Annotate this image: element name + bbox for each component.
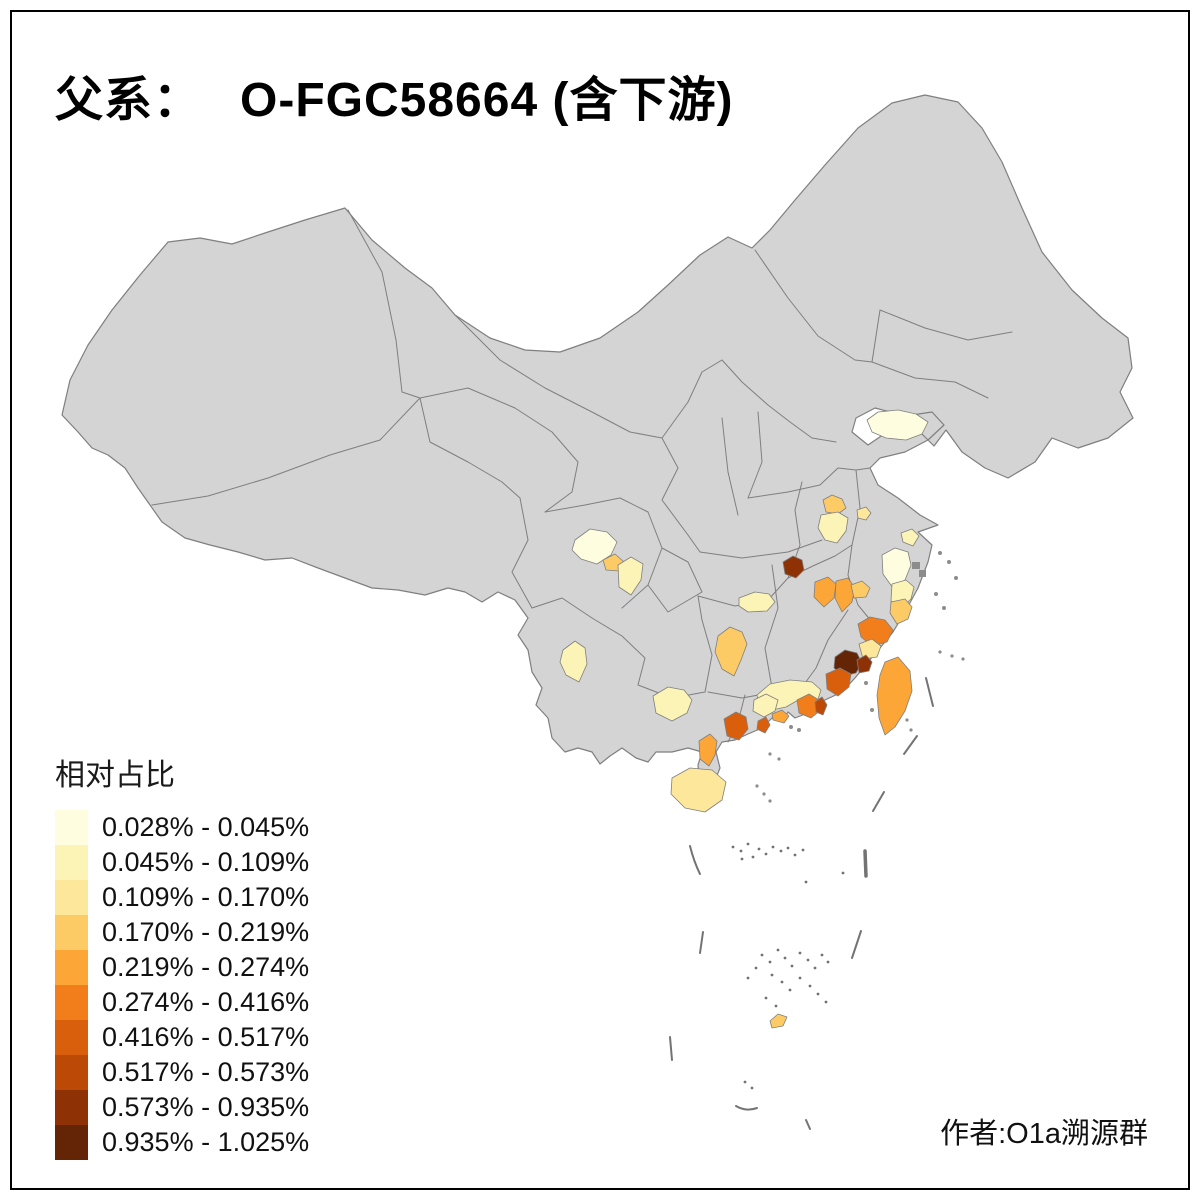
legend-swatch-6 [55, 985, 88, 1020]
region-shangrao-east [834, 577, 856, 613]
nine-dash-line [669, 677, 934, 1130]
region-suining-ziyang [617, 556, 644, 596]
region-yangjiang-maoming [723, 711, 749, 741]
region-jingdezhen [782, 555, 805, 579]
region-southern-hunan [714, 626, 748, 677]
sea-islets [731, 842, 845, 1090]
legend-swatch-8 [55, 1055, 88, 1090]
legend: 相对占比 0.028% - 0.045% 0.045% - 0.109% 0.109… [55, 750, 309, 1160]
legend-label-9: 0.573% - 0.935% [102, 1092, 310, 1122]
region-changsha-area [738, 591, 776, 613]
region-chengdu-plain-north [571, 528, 618, 565]
legend-swatch-7 [55, 1020, 88, 1055]
region-wenzhou [857, 616, 894, 647]
legend-row-2: 0.045% - 0.109% [55, 845, 309, 880]
region-zhangzhou [825, 667, 852, 697]
region-nanjing [856, 506, 872, 521]
region-chaozhou [814, 696, 828, 716]
legend-swatch-2 [55, 845, 88, 880]
legend-label-2: 0.045% - 0.109% [102, 847, 310, 877]
china-mainland-shape [61, 94, 1134, 789]
legend-label-3: 0.109% - 0.170% [102, 882, 310, 912]
region-taizhou-zhejiang [889, 598, 913, 625]
legend-label-1: 0.028% - 0.045% [102, 812, 310, 842]
region-anqing [817, 511, 849, 544]
legend-row-3: 0.109% - 0.170% [55, 880, 309, 915]
minor-islands [755, 551, 965, 803]
region-shandong-qingdao [866, 409, 929, 441]
region-quzhou [850, 580, 871, 599]
legend-label-7: 0.416% - 0.517% [102, 1022, 310, 1052]
legend-row-5: 0.219% - 0.274% [55, 950, 309, 985]
colored-prefectures [559, 409, 929, 1029]
legend-swatch-9 [55, 1090, 88, 1125]
legend-label-5: 0.219% - 0.274% [102, 952, 310, 982]
region-hefei [822, 494, 847, 515]
legend-row-1: 0.028% - 0.045% [55, 810, 309, 845]
legend-swatch-5 [55, 950, 88, 985]
legend-row-7: 0.416% - 0.517% [55, 1020, 309, 1055]
legend-row-10: 0.935% - 1.025% [55, 1125, 309, 1160]
region-hangzhou [881, 547, 912, 589]
region-hainan-island [670, 767, 727, 813]
legend-swatch-1 [55, 810, 88, 845]
legend-row-6: 0.274% - 0.416% [55, 985, 309, 1020]
region-shangrao-west [813, 576, 837, 608]
legend-title: 相对占比 [55, 759, 175, 792]
region-zhaoqing-yunfu [752, 693, 779, 718]
legend-row-9: 0.573% - 0.935% [55, 1090, 309, 1125]
region-taiwan-island [876, 656, 913, 736]
region-shenzhen-coast [771, 709, 790, 724]
author-credit: 作者:O1a溯源群 [940, 1118, 1148, 1150]
region-jiangmen [756, 716, 771, 734]
legend-label-4: 0.170% - 0.219% [102, 917, 310, 947]
legend-row-8: 0.517% - 0.573% [55, 1055, 309, 1090]
legend-label-6: 0.274% - 0.416% [102, 987, 310, 1017]
region-jiaxing [900, 528, 920, 547]
title-prefix: 父系： [55, 74, 203, 127]
legend-label-10: 0.935% - 1.025% [102, 1127, 310, 1157]
region-zhaotong-yunnan [559, 640, 588, 683]
legend-row-4: 0.170% - 0.219% [55, 915, 309, 950]
title-main: O-FGC58664 (含下游) [240, 74, 734, 127]
region-fuzhou-putian [858, 638, 882, 660]
legend-swatch-3 [55, 880, 88, 915]
legend-label-8: 0.517% - 0.573% [102, 1057, 310, 1087]
legend-swatch-4 [55, 915, 88, 950]
legend-swatch-10 [55, 1125, 88, 1160]
region-scs-islet [769, 1013, 788, 1029]
region-zhanjiang-leizhou [698, 733, 718, 767]
region-central-guangxi [652, 686, 693, 722]
legend-rows: 0.028% - 0.045% 0.045% - 0.109% 0.109% - 0… [55, 810, 309, 1160]
region-quanzhou-coast [856, 654, 873, 674]
page-title: 父系： O-FGC58664 (含下游) [55, 60, 733, 130]
